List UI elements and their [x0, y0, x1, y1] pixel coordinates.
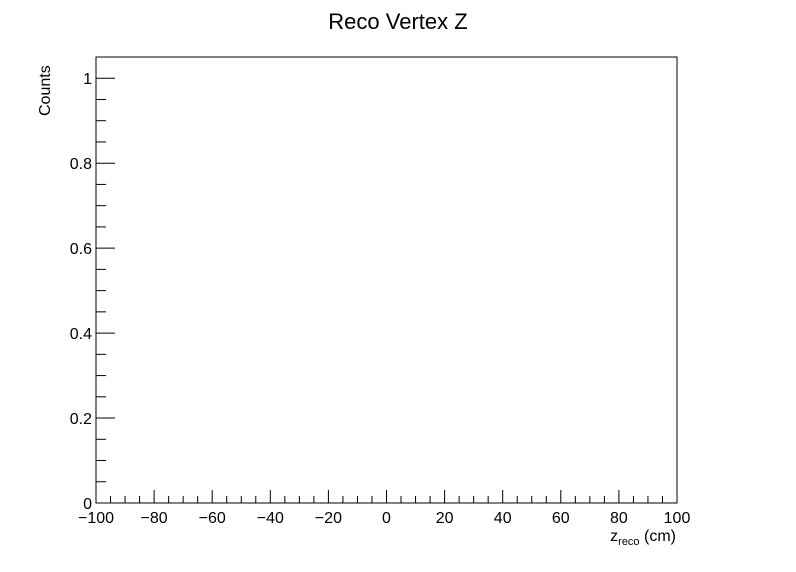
y-tick-label: 1: [83, 71, 92, 88]
y-axis-ticks: [96, 56, 115, 504]
x-tick-label: 40: [494, 510, 512, 527]
x-tick-label: −100: [78, 510, 114, 527]
x-tick-label: −60: [199, 510, 226, 527]
x-tick-label: 80: [610, 510, 628, 527]
x-tick-label: 100: [664, 510, 691, 527]
y-tick-label: 0: [83, 496, 92, 513]
y-tick-label: 0.8: [70, 156, 92, 173]
x-axis-symbol: z: [610, 528, 618, 545]
x-tick-label: 0: [382, 510, 391, 527]
x-axis-subscript: reco: [618, 536, 639, 548]
y-axis-title: Counts: [37, 65, 54, 116]
x-tick-label: 60: [552, 510, 570, 527]
y-tick-label: 0.4: [70, 326, 92, 343]
x-axis-unit: (cm): [640, 528, 676, 545]
plot-frame: [95, 56, 678, 504]
x-axis-title: zreco (cm): [610, 528, 676, 548]
x-tick-label: 20: [436, 510, 454, 527]
y-axis-tick-labels: 0 0.2 0.4 0.6 0.8 1: [70, 71, 92, 513]
x-tick-label: −20: [315, 510, 342, 527]
x-axis-ticks: [95, 490, 678, 503]
chart-title: Reco Vertex Z: [328, 9, 467, 34]
y-tick-label: 0.2: [70, 411, 92, 428]
x-axis-tick-labels: −100 −80 −60 −40 −20 0 20 40 60 80 100: [78, 510, 690, 527]
x-tick-label: −80: [141, 510, 168, 527]
x-tick-label: −40: [257, 510, 284, 527]
y-tick-label: 0.6: [70, 241, 92, 258]
